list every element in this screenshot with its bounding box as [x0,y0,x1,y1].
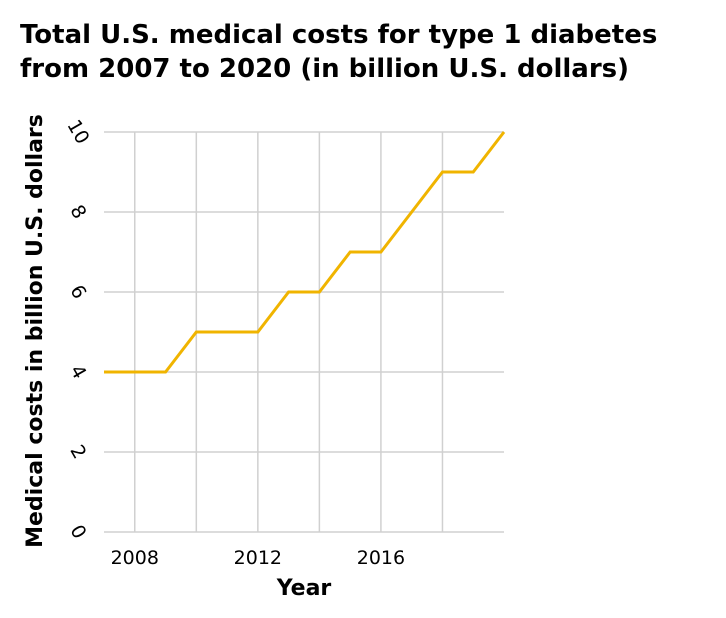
y-tick-label: 8 [65,201,90,222]
grid [104,131,504,533]
series-line [104,131,506,374]
x-tick-label: 2016 [357,547,405,569]
chart-title-line-2: from 2007 to 2020 (in billion U.S. dolla… [20,54,629,84]
y-tick-label: 10 [62,116,93,148]
chart-title-line-1: Total U.S. medical costs for type 1 diab… [20,20,657,50]
y-tick-label: 6 [65,281,90,302]
y-axis-label: Medical costs in billion U.S. dollars [23,114,48,548]
y-tick-label: 2 [65,441,90,462]
x-axis-label: Year [276,576,332,601]
series-group [104,131,506,374]
x-tick-label: 2012 [234,547,282,569]
x-tick-labels: 2008 2012 2016 [111,547,406,569]
x-tick-label: 2008 [111,547,159,569]
y-tick-labels: 0 2 4 6 8 10 [62,116,93,543]
y-tick-label: 4 [65,361,90,382]
y-tick-label: 0 [65,521,90,542]
